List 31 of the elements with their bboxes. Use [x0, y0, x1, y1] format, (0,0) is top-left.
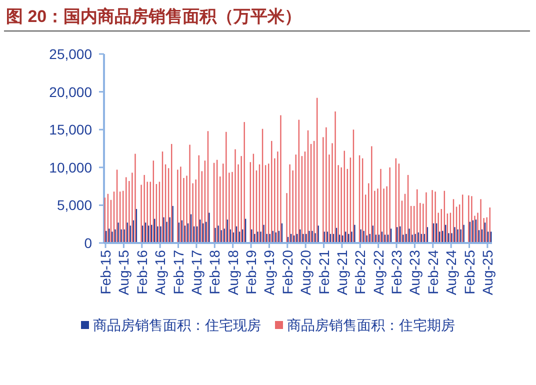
- x-tick-label: Feb-19: [243, 250, 260, 294]
- x-tick-label: Aug-25: [479, 250, 496, 296]
- x-tick-label: Aug-17: [188, 250, 204, 296]
- x-tick-label: Aug-23: [406, 250, 423, 296]
- x-tick-label: Feb-21: [316, 250, 332, 294]
- x-tick-label: Feb-24: [424, 250, 441, 294]
- x-tick-label: Feb-25: [461, 250, 478, 294]
- x-tick-label: Aug-19: [261, 250, 278, 296]
- x-tick-label: Feb-17: [170, 250, 186, 294]
- y-tick-label: 15,000: [49, 122, 92, 138]
- y-tick-label: 25,000: [49, 46, 92, 62]
- x-tick-label: Aug-16: [152, 250, 168, 296]
- y-tick-label: 0: [84, 235, 92, 251]
- x-tick-label: Feb-20: [279, 250, 296, 294]
- x-tick-label: Feb-18: [206, 250, 223, 294]
- chart-title: 图 20：国内商品房销售面积（万平米）: [6, 7, 302, 26]
- x-tick-label: Aug-20: [298, 250, 314, 296]
- x-tick-label: Aug-18: [224, 250, 241, 296]
- x-tick-label: Feb-22: [352, 250, 368, 294]
- legend-label: 商品房销售面积：住宅现房: [93, 317, 261, 333]
- x-tick-label: Feb-23: [388, 250, 405, 294]
- y-tick-label: 10,000: [49, 159, 92, 176]
- y-tick-label: 5,000: [56, 197, 92, 214]
- y-tick-label: 20,000: [49, 84, 92, 100]
- x-tick-label: Aug-22: [370, 250, 386, 296]
- x-tick-label: Aug-15: [116, 250, 132, 296]
- x-tick-label: Aug-24: [443, 250, 460, 296]
- x-tick-label: Feb-15: [98, 250, 114, 294]
- x-tick-label: Aug-21: [334, 250, 350, 296]
- legend-label: 商品房销售面积：住宅期房: [287, 317, 455, 333]
- x-tick-label: Feb-16: [134, 250, 150, 294]
